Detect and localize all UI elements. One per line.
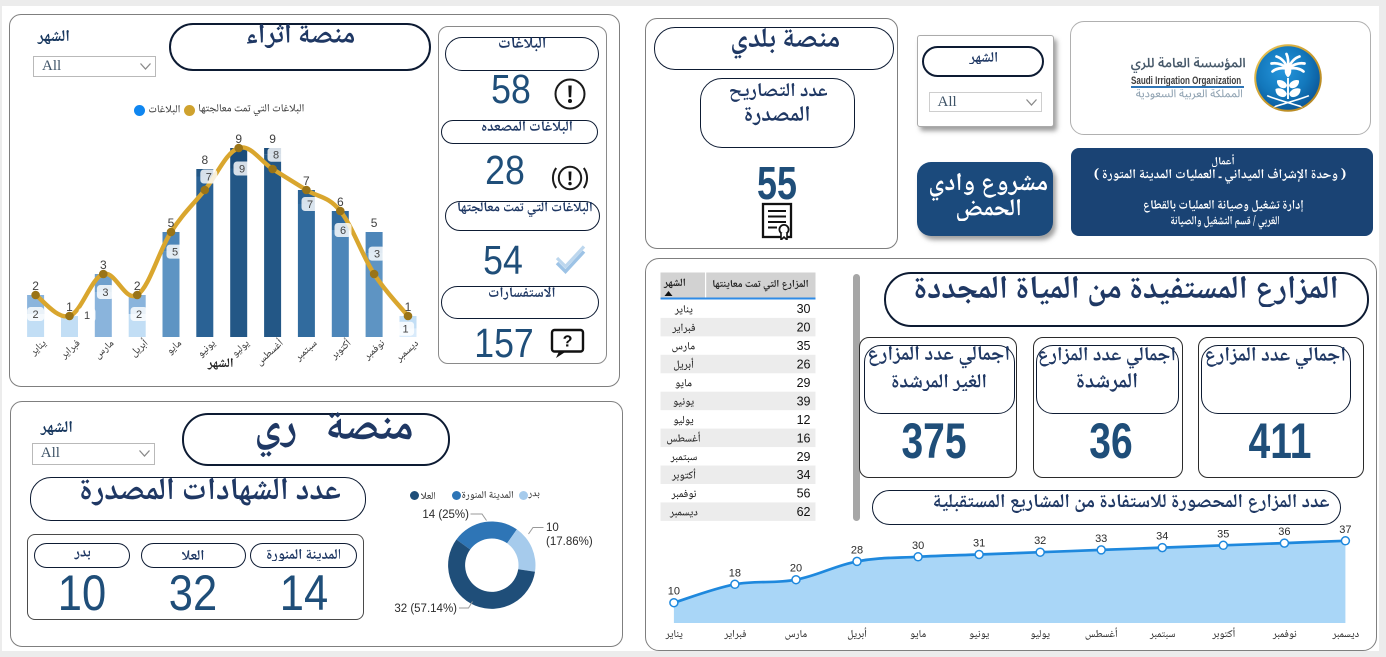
svg-text:6: 6 — [340, 225, 346, 237]
svg-text:7: 7 — [303, 174, 310, 188]
svg-text:20: 20 — [790, 563, 802, 575]
svg-text:36: 36 — [1278, 526, 1290, 538]
svg-text:18: 18 — [729, 567, 741, 579]
svg-text:1: 1 — [84, 310, 90, 322]
svg-text:9: 9 — [269, 132, 276, 146]
svg-text:30: 30 — [797, 302, 811, 316]
svg-text:33: 33 — [1095, 533, 1107, 545]
svg-text:37: 37 — [1339, 524, 1351, 536]
svg-text:35: 35 — [797, 339, 811, 353]
svg-text:5: 5 — [172, 247, 178, 259]
svg-text:31: 31 — [973, 538, 985, 550]
svg-text:29: 29 — [797, 376, 811, 390]
svg-text:7: 7 — [206, 172, 212, 184]
svg-text:3: 3 — [102, 287, 108, 299]
svg-text:9: 9 — [239, 164, 245, 176]
svg-text:10: 10 — [668, 586, 680, 598]
svg-text:29: 29 — [797, 450, 811, 464]
svg-text:39: 39 — [797, 394, 811, 408]
svg-text:1: 1 — [405, 300, 412, 314]
svg-text:(17.86%): (17.86%) — [546, 536, 593, 548]
svg-text:9: 9 — [235, 132, 242, 146]
svg-text:5: 5 — [371, 216, 378, 230]
svg-text:35: 35 — [1217, 528, 1229, 540]
svg-text:2: 2 — [32, 279, 39, 293]
svg-text:1: 1 — [66, 300, 73, 314]
svg-text:8: 8 — [201, 153, 208, 167]
svg-text:34: 34 — [797, 468, 811, 482]
svg-text:5: 5 — [168, 216, 175, 230]
svg-text:6: 6 — [337, 195, 344, 209]
svg-text:34: 34 — [1156, 531, 1168, 543]
svg-text:32: 32 — [1034, 535, 1046, 547]
svg-text:26: 26 — [797, 358, 811, 372]
svg-text:8: 8 — [273, 150, 279, 162]
svg-text:16: 16 — [797, 431, 811, 445]
svg-text:30: 30 — [912, 540, 924, 552]
svg-text:2: 2 — [136, 309, 142, 321]
svg-text:12: 12 — [797, 413, 811, 427]
svg-text:2: 2 — [134, 279, 141, 293]
svg-text:20: 20 — [797, 321, 811, 335]
svg-text:10: 10 — [546, 522, 559, 534]
svg-text:32 (57.14%): 32 (57.14%) — [394, 603, 457, 615]
svg-text:3: 3 — [100, 258, 107, 272]
svg-text:7: 7 — [307, 199, 313, 211]
svg-text:14 (25%): 14 (25%) — [422, 509, 469, 521]
svg-text:2: 2 — [33, 309, 39, 321]
svg-text:62: 62 — [797, 505, 811, 519]
svg-text:56: 56 — [797, 487, 811, 501]
svg-text:28: 28 — [851, 544, 863, 556]
svg-text:3: 3 — [374, 249, 380, 261]
svg-text:1: 1 — [403, 324, 409, 336]
